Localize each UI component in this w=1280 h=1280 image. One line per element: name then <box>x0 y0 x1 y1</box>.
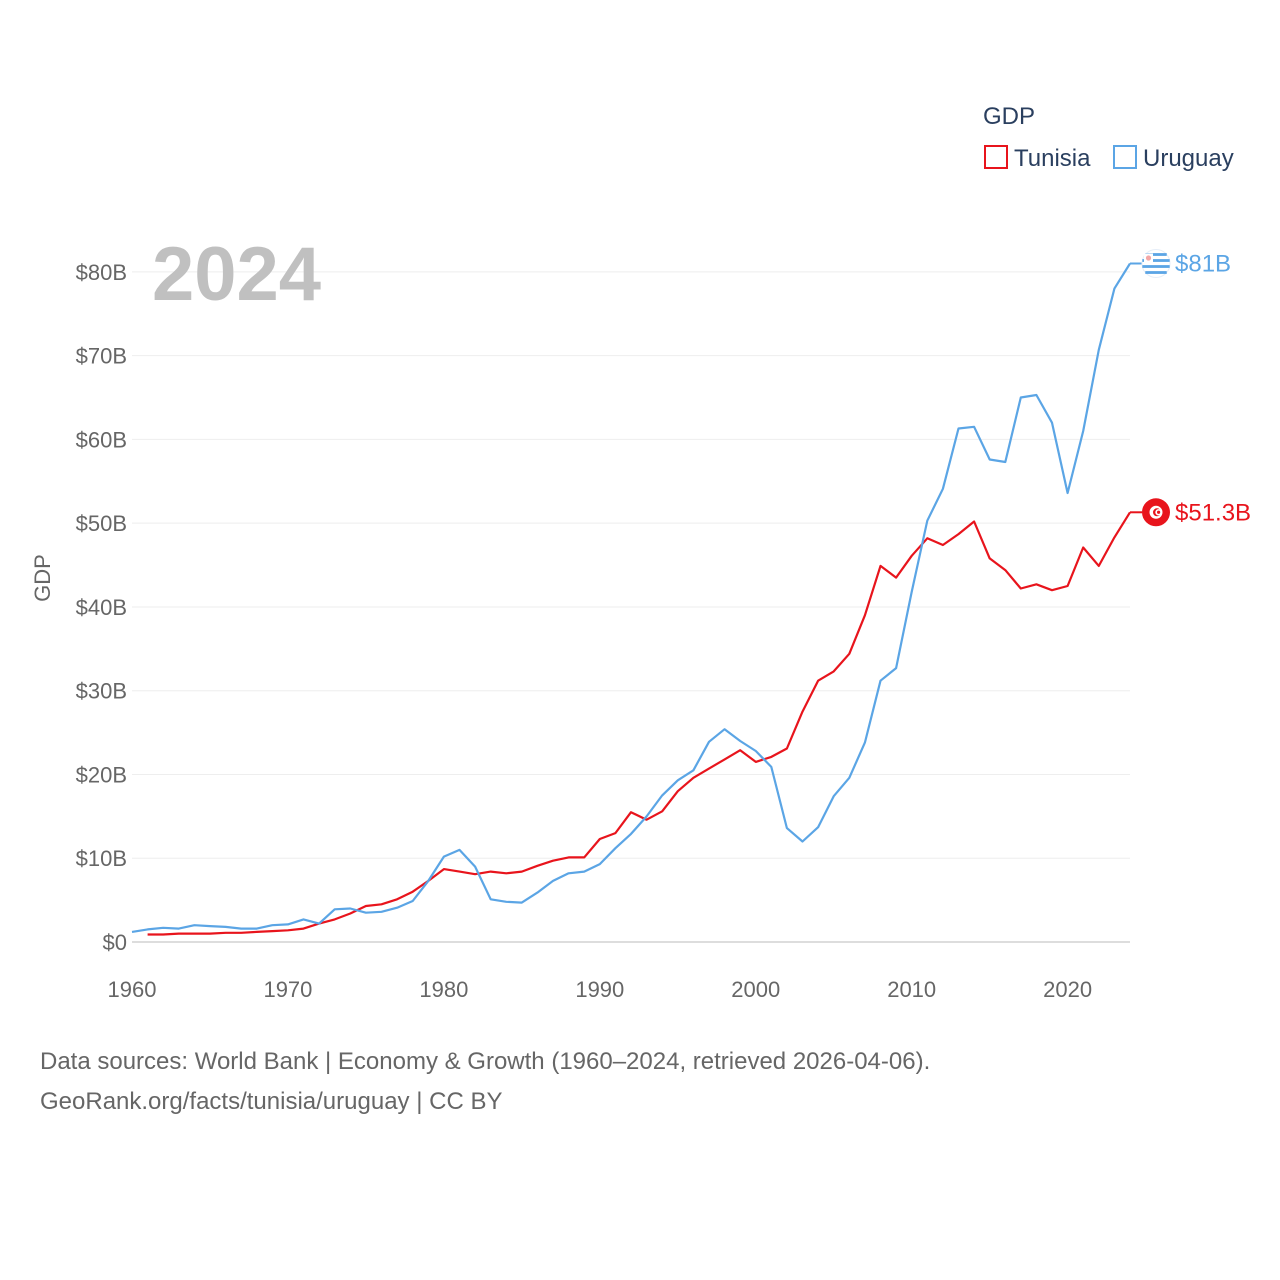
series-lines <box>131 262 1131 936</box>
y-tick-label-20: $20B <box>76 762 127 787</box>
legend: GDP Tunisia Uruguay <box>983 103 1234 172</box>
source-line-1: Data sources: World Bank | Economy & Gro… <box>40 1048 931 1075</box>
x-tick-label-1960: 1960 <box>108 977 157 1002</box>
x-tick-label-1980: 1980 <box>419 977 468 1002</box>
data-source-footer: Data sources: World Bank | Economy & Gro… <box>40 1042 930 1122</box>
x-tick-label-2000: 2000 <box>731 977 780 1002</box>
series-line-uruguay <box>131 262 1131 933</box>
y-tick-label-60: $60B <box>76 427 127 452</box>
y-tick-label-0: $0 <box>103 930 127 955</box>
y-axis-title: GDP <box>30 554 55 602</box>
legend-title: GDP <box>983 103 1035 130</box>
flag-stripe-uruguay-1 <box>1142 259 1170 262</box>
x-tick-label-1970: 1970 <box>263 977 312 1002</box>
legend-item-uruguay[interactable]: Uruguay <box>1113 145 1234 172</box>
year-overlay: 2024 <box>152 232 321 317</box>
legend-label-tunisia: Tunisia <box>1014 145 1091 172</box>
end-value-label-uruguay: $81B <box>1175 251 1231 278</box>
flag-star-tunisia <box>1157 510 1161 514</box>
flag-stripe-uruguay-3 <box>1145 271 1167 274</box>
flag-sun-uruguay <box>1145 255 1152 261</box>
series-line-tunisia <box>147 511 1131 936</box>
y-tick-label-70: $70B <box>76 344 127 369</box>
y-tick-label-40: $40B <box>76 595 127 620</box>
y-tick-label-30: $30B <box>76 679 127 704</box>
y-tick-label-80: $80B <box>76 260 127 285</box>
legend-item-tunisia[interactable]: Tunisia <box>984 145 1091 172</box>
flag-stripe-uruguay-0 <box>1145 253 1167 256</box>
y-axis-ticks: $0 $10B $20B $30B $40B $50B $60B $70B $80B <box>76 260 127 955</box>
legend-swatch-tunisia <box>984 145 1008 169</box>
flag-stripe-uruguay-2 <box>1142 265 1170 268</box>
end-markers: $51.3B $81B <box>1130 249 1251 527</box>
x-tick-label-2010: 2010 <box>887 977 936 1002</box>
x-tick-label-1990: 1990 <box>575 977 624 1002</box>
x-axis-ticks: 1960 1970 1980 1990 2000 2010 2020 <box>108 977 1093 1002</box>
gridlines <box>132 271 1130 943</box>
end-value-label-tunisia: $51.3B <box>1175 499 1251 526</box>
x-tick-label-2020: 2020 <box>1043 977 1092 1002</box>
y-tick-label-50: $50B <box>76 511 127 536</box>
source-line-2[interactable]: GeoRank.org/facts/tunisia/uruguay | CC B… <box>40 1088 503 1115</box>
legend-swatch-uruguay <box>1113 145 1137 169</box>
y-tick-label-10: $10B <box>76 846 127 871</box>
gdp-line-chart: $0$10B$20B$30B$40B$50B$60B$70B$80B 1960 1… <box>30 103 1251 1002</box>
legend-label-uruguay: Uruguay <box>1143 145 1234 172</box>
